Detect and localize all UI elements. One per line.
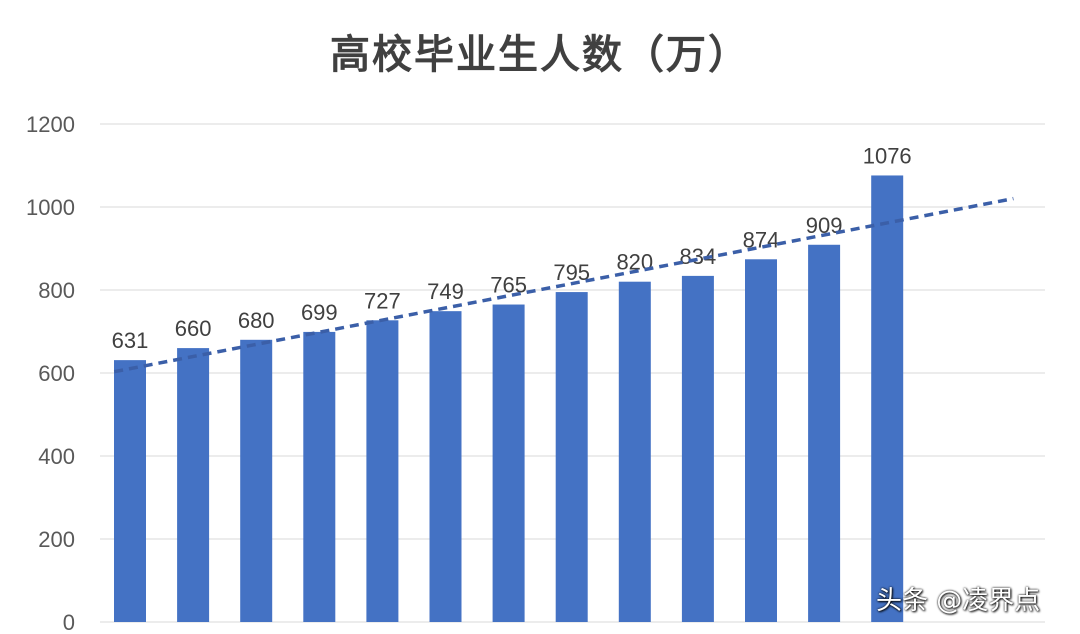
- data-label: 660: [175, 316, 212, 341]
- y-tick-label: 0: [63, 610, 75, 634]
- data-label: 1076: [863, 143, 912, 168]
- y-tick-label: 400: [38, 444, 75, 469]
- bar: [555, 292, 588, 622]
- bar: [681, 275, 714, 622]
- bar: [240, 339, 273, 622]
- data-label: 699: [301, 300, 338, 325]
- bar: [303, 331, 336, 622]
- y-tick-label: 1000: [26, 195, 75, 220]
- y-tick-label: 200: [38, 527, 75, 552]
- data-label: 631: [112, 328, 149, 353]
- y-tick-label: 600: [38, 361, 75, 386]
- watermark: 头条 @凌界点: [876, 586, 1041, 616]
- chart-title: 高校毕业生人数（万）: [330, 32, 750, 78]
- y-tick-label: 800: [38, 278, 75, 303]
- data-label: 749: [427, 279, 464, 304]
- bar: [871, 175, 904, 622]
- bar: [618, 281, 651, 622]
- bar: [366, 320, 399, 622]
- data-label: 795: [553, 260, 590, 285]
- y-tick-label: 1200: [26, 112, 75, 137]
- data-label: 765: [490, 273, 527, 298]
- data-label: 680: [238, 308, 275, 333]
- bar: [114, 360, 146, 622]
- data-label: 727: [364, 288, 401, 313]
- bar: [492, 304, 525, 622]
- trendline: [113, 196, 1014, 374]
- bar: [808, 244, 841, 622]
- bar: [745, 259, 777, 622]
- bar: [177, 348, 210, 622]
- bar: [429, 311, 462, 622]
